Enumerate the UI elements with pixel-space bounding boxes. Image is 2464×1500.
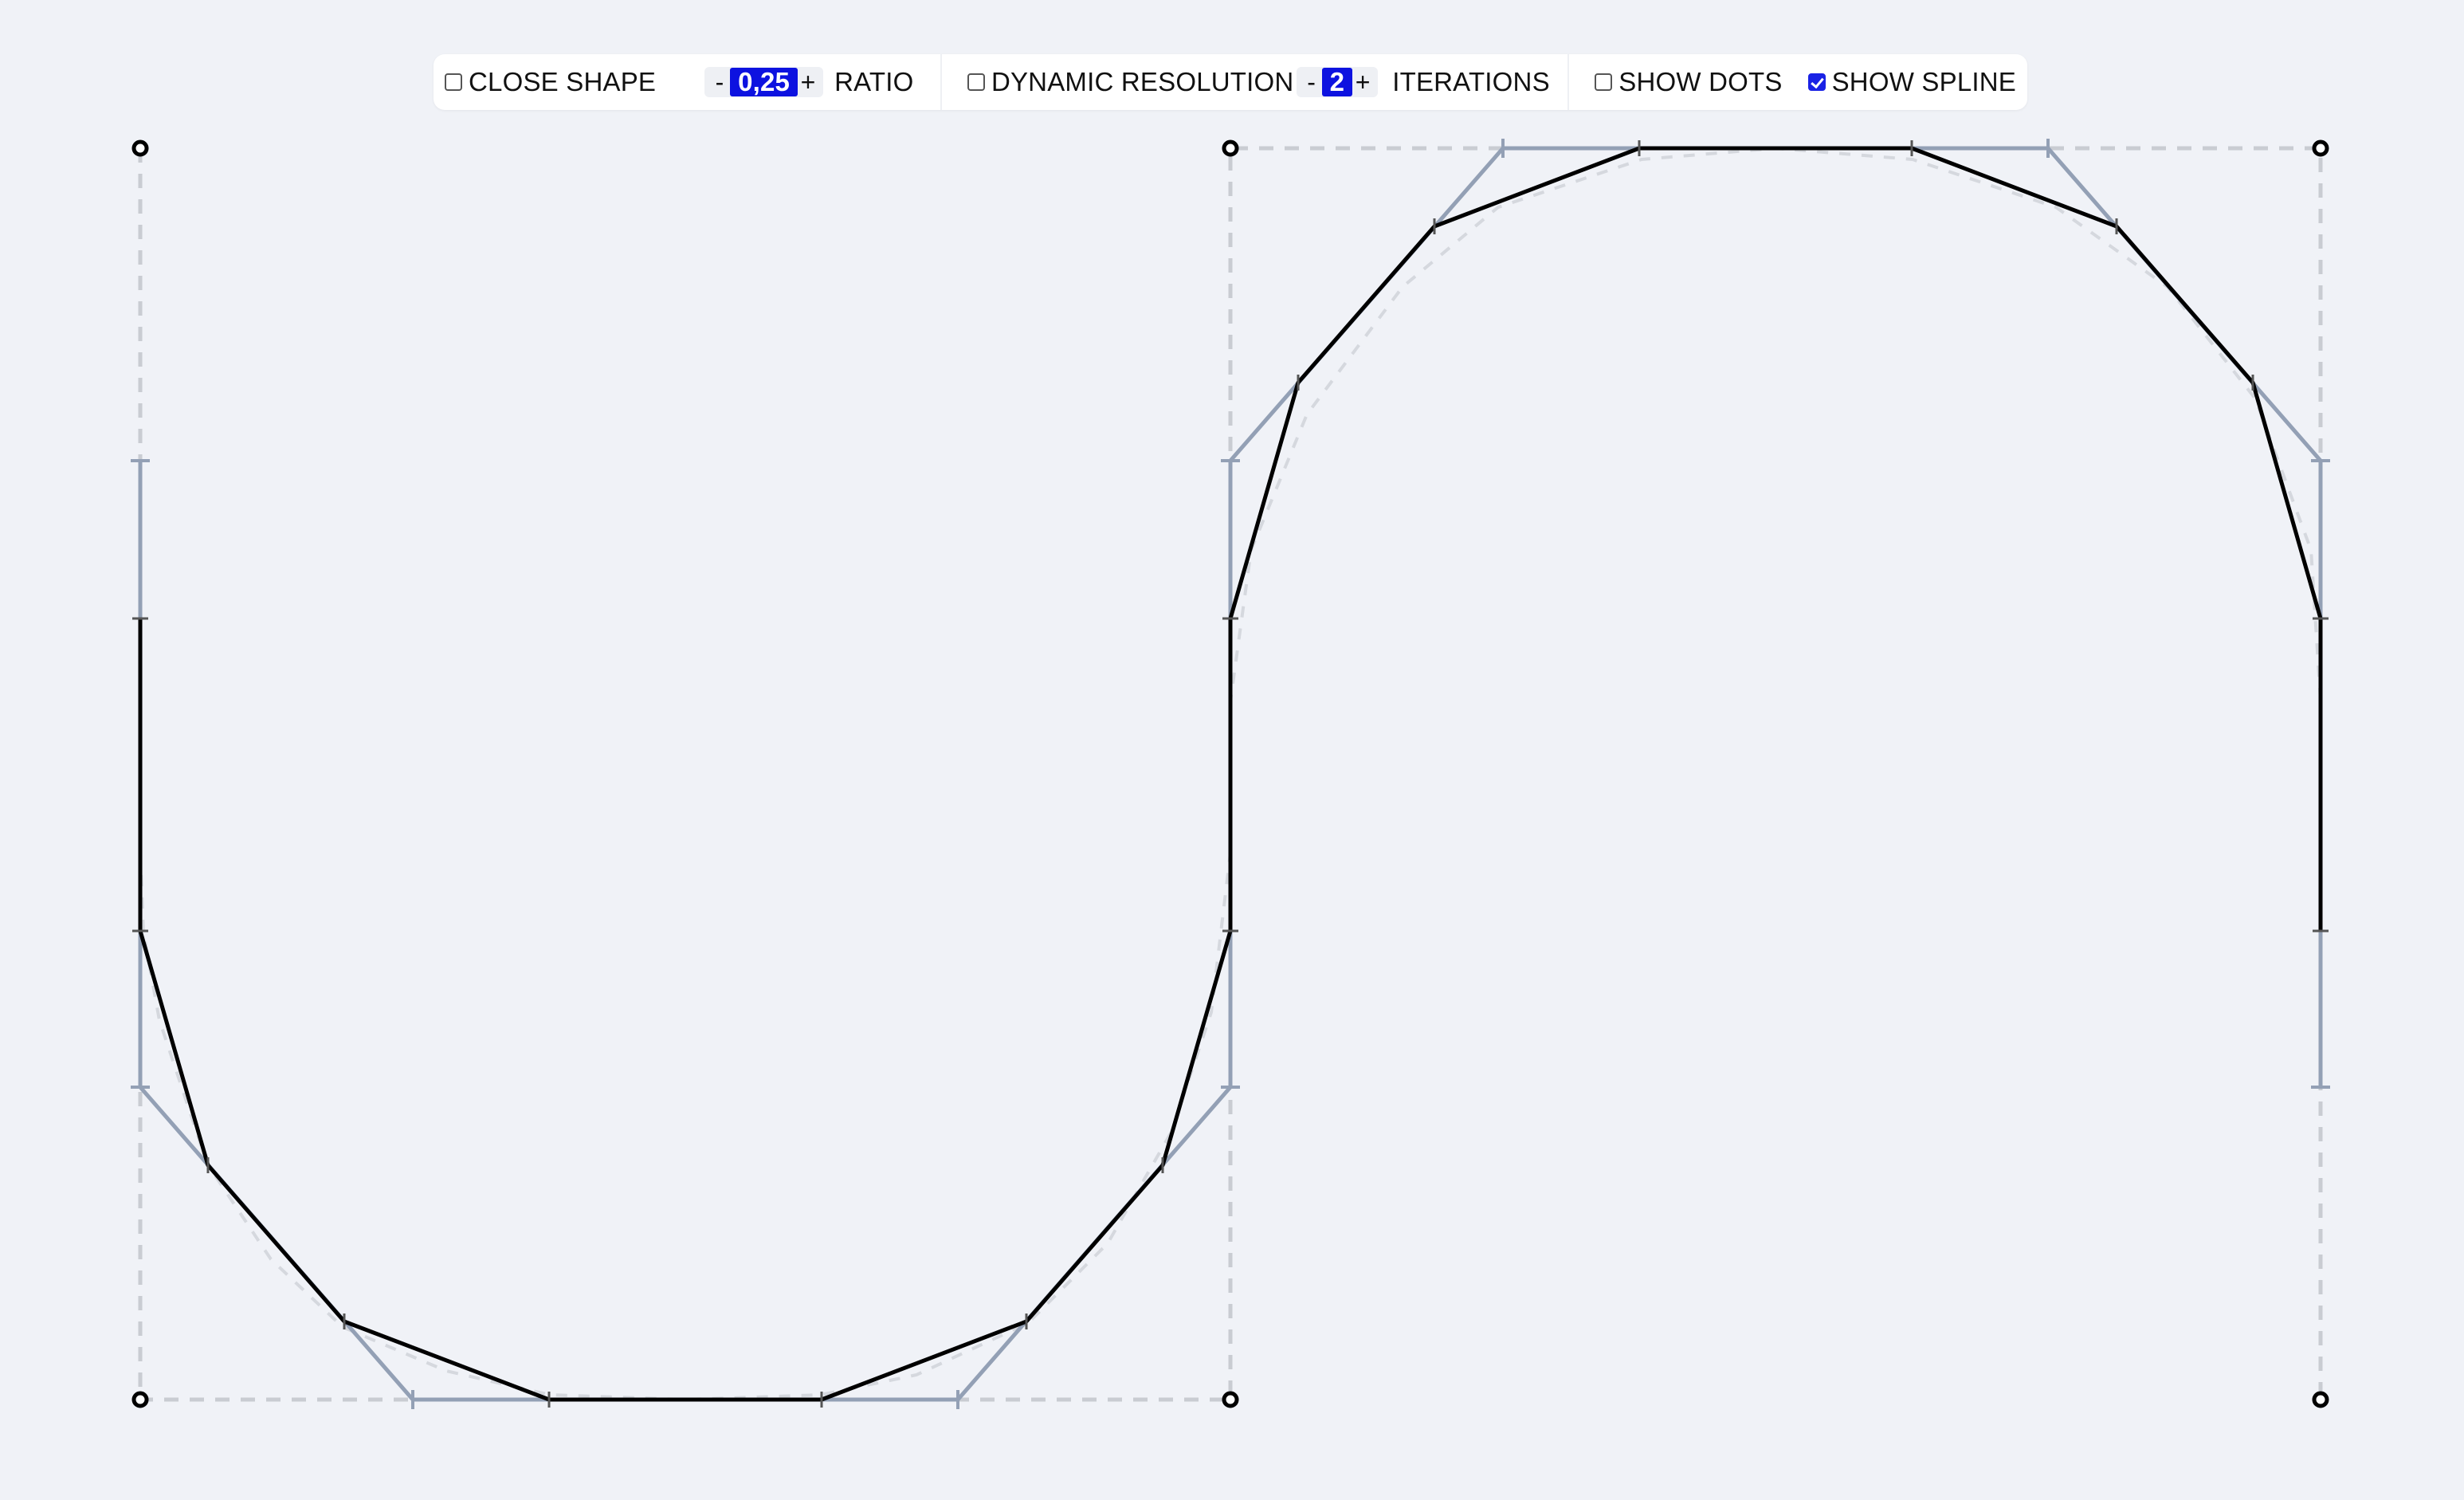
- show-spline-group: SHOW SPLINE: [1783, 54, 2016, 110]
- show-dots-box[interactable]: [1595, 73, 1613, 91]
- close-shape-group: CLOSE SHAPE: [445, 54, 704, 110]
- iterations-group: - 2 + ITERATIONS: [1296, 54, 1568, 110]
- spline-ticks: [132, 140, 2329, 1408]
- iterations-label: ITERATIONS: [1392, 67, 1550, 96]
- show-spline-label: SHOW SPLINE: [1831, 67, 2017, 96]
- dynamic-resolution-box[interactable]: [967, 73, 985, 91]
- dynamic-resolution-checkbox[interactable]: DYNAMIC RESOLUTION: [967, 67, 1293, 97]
- close-shape-box[interactable]: [445, 73, 462, 91]
- spline-curve: [138, 146, 2323, 1402]
- control-point-handle[interactable]: [131, 1391, 149, 1408]
- iterations-increment-button[interactable]: +: [1355, 67, 1371, 96]
- dynamic-resolution-label: DYNAMIC RESOLUTION: [991, 67, 1294, 96]
- control-point-handle[interactable]: [1222, 1391, 1239, 1408]
- iterations-decrement-button[interactable]: -: [1307, 67, 1316, 96]
- dynamic-resolution-group: DYNAMIC RESOLUTION: [942, 54, 1297, 110]
- show-dots-label: SHOW DOTS: [1618, 67, 1783, 96]
- close-shape-checkbox[interactable]: CLOSE SHAPE: [445, 67, 656, 97]
- ratio-value[interactable]: 0,25: [730, 68, 798, 96]
- show-spline-box[interactable]: [1807, 73, 1826, 91]
- iterations-stepper: - 2 +: [1296, 67, 1379, 97]
- ratio-label: RATIO: [834, 67, 914, 96]
- toolbar: CLOSE SHAPE - 0,25 + RATIO DYNAMIC RESOL…: [434, 54, 2027, 110]
- control-point-handle[interactable]: [2312, 1391, 2329, 1408]
- ratio-group: - 0,25 + RATIO: [704, 54, 940, 110]
- divider: [1567, 54, 1570, 110]
- show-dots-checkbox[interactable]: SHOW DOTS: [1595, 67, 1782, 97]
- divider: [940, 54, 942, 110]
- ratio-increment-button[interactable]: +: [800, 67, 816, 96]
- iteration-1-ticks: [131, 139, 2330, 1409]
- control-point-handle[interactable]: [131, 139, 149, 157]
- control-point-handle[interactable]: [1222, 139, 1239, 157]
- show-dots-group: SHOW DOTS: [1569, 54, 1782, 110]
- control-point-handle[interactable]: [2312, 139, 2329, 157]
- close-shape-label: CLOSE SHAPE: [469, 67, 657, 96]
- control-point-handles: [131, 139, 2329, 1408]
- show-spline-checkbox[interactable]: SHOW SPLINE: [1807, 67, 2017, 97]
- iterations-value[interactable]: 2: [1321, 68, 1353, 96]
- ratio-stepper: - 0,25 +: [704, 67, 824, 97]
- ratio-decrement-button[interactable]: -: [715, 67, 724, 96]
- smooth-curve-preview: [139, 146, 2322, 1402]
